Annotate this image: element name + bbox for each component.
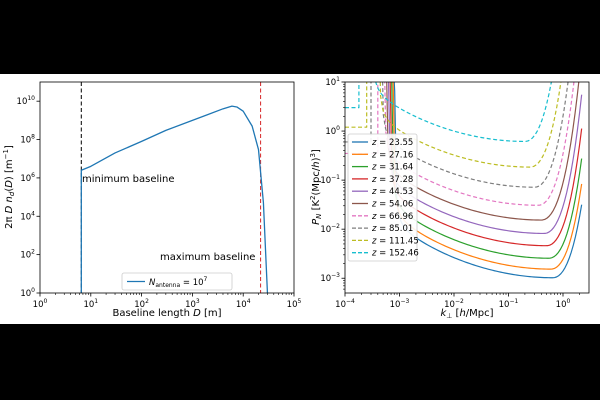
right-x-tick-label: 100 bbox=[556, 298, 571, 310]
legend-label-z-54-06: z = 54.06 bbox=[371, 200, 413, 210]
legend-label-z-37-28: z = 37.28 bbox=[371, 175, 413, 185]
minimum-baseline-annotation: minimum baseline bbox=[82, 174, 175, 185]
left-y-tick-label: 1010 bbox=[17, 95, 36, 107]
right-y-tick-label: 10−2 bbox=[320, 223, 340, 235]
series-z-111-45-line bbox=[345, 82, 562, 168]
legend-label-z-31-64: z = 31.64 bbox=[371, 163, 413, 173]
series-z-44-53-line bbox=[387, 82, 583, 235]
legend-label-z-23-55: z = 23.55 bbox=[371, 138, 413, 148]
left-y-tick-label: 104 bbox=[20, 210, 35, 222]
legend-label-z-66-96: z = 66.96 bbox=[371, 212, 413, 222]
legend-label-z-44-53: z = 44.53 bbox=[371, 187, 413, 197]
legend-label-z-111-45: z = 111.45 bbox=[371, 236, 419, 246]
left-y-tick-label: 102 bbox=[20, 249, 35, 261]
right-y-tick-label: 101 bbox=[325, 76, 340, 88]
right-y-tick-label: 100 bbox=[325, 125, 340, 137]
right-legend: z = 23.55 z = 27.16 z = 31.64 z = 37.28 z = … bbox=[347, 133, 419, 262]
left-x-tick-label: 100 bbox=[33, 298, 48, 310]
left-x-axis-label: Baseline length D [m] bbox=[112, 308, 221, 319]
left-x-tick-label: 105 bbox=[287, 298, 302, 310]
right-x-axis-label: k⊥ [h/Mpc] bbox=[440, 308, 493, 320]
series-z-31-64-line bbox=[391, 82, 583, 259]
legend-label-n-antenna: Nantenna = 107 bbox=[149, 276, 208, 289]
right-x-tick-label: 10−1 bbox=[499, 298, 519, 310]
series-z-27-16-line bbox=[392, 82, 583, 270]
legend-label-z-27-16: z = 27.16 bbox=[371, 150, 413, 160]
noise-power-spectrum-chart: 10−4 10−3 10−2 10−1 100 10−3 10−2 10−1 100 101 z … bbox=[309, 76, 590, 320]
legend-label-z-152-46: z = 152.46 bbox=[371, 249, 419, 259]
left-y-tick-label: 108 bbox=[20, 134, 35, 146]
left-y-tick-label: 100 bbox=[20, 287, 35, 299]
left-x-tick-label: 104 bbox=[236, 298, 251, 310]
left-x-tick-label: 103 bbox=[185, 298, 200, 310]
right-x-tick-label: 10−3 bbox=[390, 298, 410, 310]
figure-svg: 100 101 102 103 104 105 100 102 104 106 108 1010 mi… bbox=[2, 76, 590, 320]
maximum-baseline-annotation: maximum baseline bbox=[160, 252, 255, 263]
baseline-distribution-chart: 100 101 102 103 104 105 100 102 104 106 108 1010 mi… bbox=[2, 81, 302, 319]
right-y-axis-label: PN [K2(Mpc/h)3] bbox=[309, 149, 323, 225]
legend-label-z-85-01: z = 85.01 bbox=[371, 224, 413, 234]
left-legend: Nantenna = 107 bbox=[121, 272, 233, 291]
right-x-tick-label: 10−4 bbox=[335, 298, 355, 310]
series-z-37-28-line bbox=[389, 82, 583, 247]
left-y-axis-label: 2π D nd(D) [m−1] bbox=[2, 145, 16, 229]
left-plot-frame bbox=[39, 81, 295, 294]
series-z-23-55-line bbox=[393, 82, 583, 279]
right-y-tick-label: 10−3 bbox=[320, 272, 340, 284]
left-x-tick-label: 101 bbox=[83, 298, 98, 310]
left-y-tick-label: 106 bbox=[20, 172, 35, 184]
left-x-tick-label: 102 bbox=[134, 298, 149, 310]
series-n-antenna-line bbox=[80, 105, 269, 293]
series-z-152-46-line bbox=[345, 82, 552, 143]
right-x-tick-label: 10−2 bbox=[444, 298, 464, 310]
figure: 100 101 102 103 104 105 100 102 104 106 108 1010 mi… bbox=[0, 74, 600, 324]
right-y-tick-label: 10−1 bbox=[320, 174, 340, 186]
